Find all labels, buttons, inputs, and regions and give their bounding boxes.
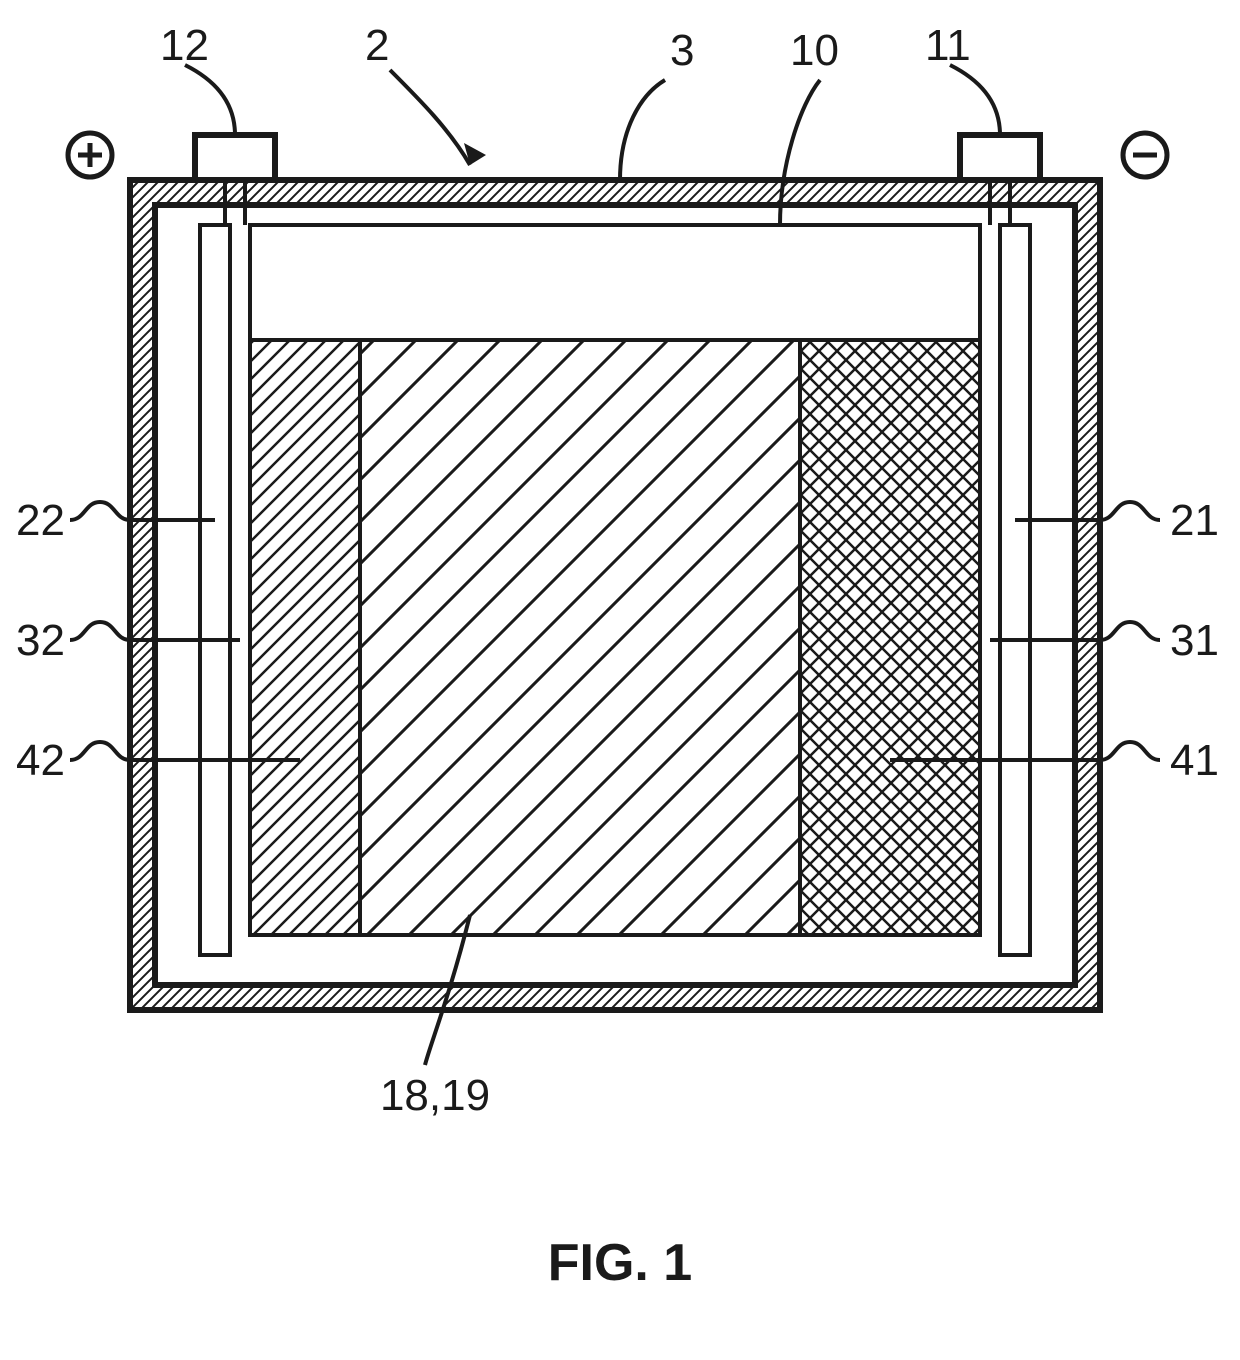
- figure-title: FIG. 1: [548, 1234, 692, 1292]
- current-collector-left: [200, 225, 230, 955]
- label-11: 11: [925, 21, 971, 70]
- minus-symbol: [1123, 133, 1167, 177]
- label-22: 22: [16, 496, 65, 545]
- battery-cell-diagram: 12 2 3 10 11 22 32 42 21 31 41 18,19 FIG…: [0, 0, 1240, 1360]
- label-2: 2: [365, 21, 389, 70]
- head-space: [250, 225, 980, 340]
- label-10: 10: [790, 26, 839, 75]
- region-41: [800, 340, 980, 935]
- label-31: 31: [1170, 616, 1219, 665]
- label-32: 32: [16, 616, 65, 665]
- terminal-positive: [195, 135, 275, 180]
- leader-11: [950, 65, 1000, 135]
- plus-symbol: [68, 133, 112, 177]
- label-3: 3: [670, 26, 694, 75]
- leader-12: [185, 65, 235, 135]
- terminal-negative: [960, 135, 1040, 180]
- label-21: 21: [1170, 496, 1219, 545]
- current-collector-right: [1000, 225, 1030, 955]
- label-42: 42: [16, 736, 65, 785]
- region-18-19: [360, 340, 800, 935]
- label-12: 12: [160, 21, 209, 70]
- leader-3: [620, 80, 665, 180]
- label-1819: 18,19: [380, 1071, 490, 1120]
- label-41: 41: [1170, 736, 1219, 785]
- region-42: [250, 340, 360, 935]
- leader-2: [390, 70, 470, 165]
